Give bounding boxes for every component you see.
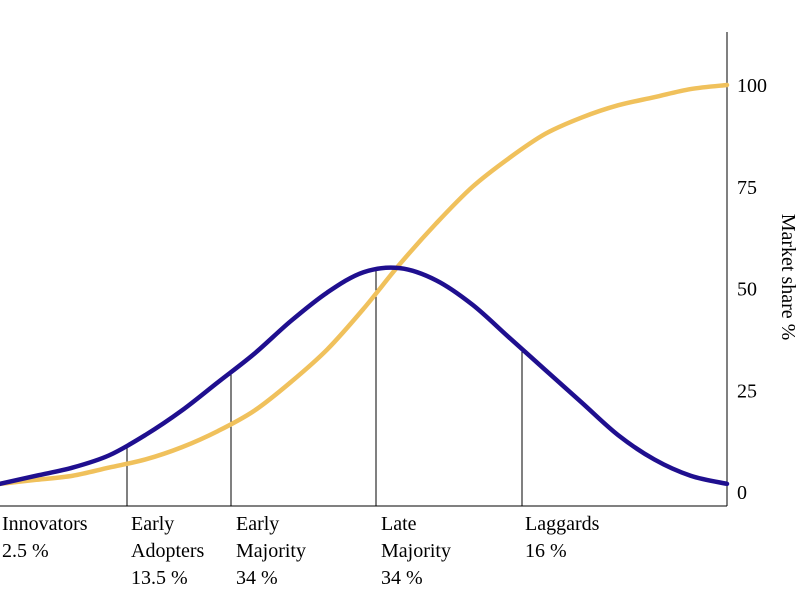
segment-label: Early Adopters 13.5 % bbox=[131, 511, 204, 592]
segment-label-line: 16 % bbox=[525, 540, 567, 562]
segment-label-line: 13.5 % bbox=[131, 567, 188, 589]
segment-label: Laggards 16 % bbox=[525, 511, 599, 565]
segment-label-line: Innovators bbox=[2, 513, 88, 535]
axes bbox=[0, 32, 728, 507]
segment-label-line: Early bbox=[236, 513, 280, 535]
segment-label-line: Early bbox=[131, 513, 175, 535]
y-tick-label: 0 bbox=[737, 482, 747, 504]
market-share-s-curve bbox=[0, 82, 730, 487]
curves bbox=[0, 82, 730, 487]
y-axis-label: Market share % bbox=[777, 214, 799, 341]
segment-label-line: Majority bbox=[381, 540, 451, 562]
segment-label-line: 34 % bbox=[236, 567, 278, 589]
segment-label-line: Adopters bbox=[131, 540, 205, 562]
segment-label: Late Majority 34 % bbox=[381, 511, 451, 592]
segment-label: Early Majority 34 % bbox=[236, 511, 306, 592]
segment-label-line: Laggards bbox=[525, 513, 600, 535]
y-tick-label: 25 bbox=[737, 380, 757, 402]
segment-label-line: 2.5 % bbox=[2, 540, 49, 562]
segment-label-line: Majority bbox=[236, 540, 306, 562]
y-tick-label: 75 bbox=[737, 177, 757, 199]
segment-label: Innovators 2.5 % bbox=[2, 511, 88, 565]
segment-dividers bbox=[126, 270, 523, 506]
segment-label-line: Late bbox=[381, 513, 417, 535]
y-tick-label: 100 bbox=[737, 75, 767, 97]
y-ticks: 0 25 50 75 100 bbox=[737, 75, 767, 504]
y-tick-label: 50 bbox=[737, 279, 757, 301]
segment-label-line: 34 % bbox=[381, 567, 423, 589]
adoption-bell-curve bbox=[0, 265, 730, 487]
